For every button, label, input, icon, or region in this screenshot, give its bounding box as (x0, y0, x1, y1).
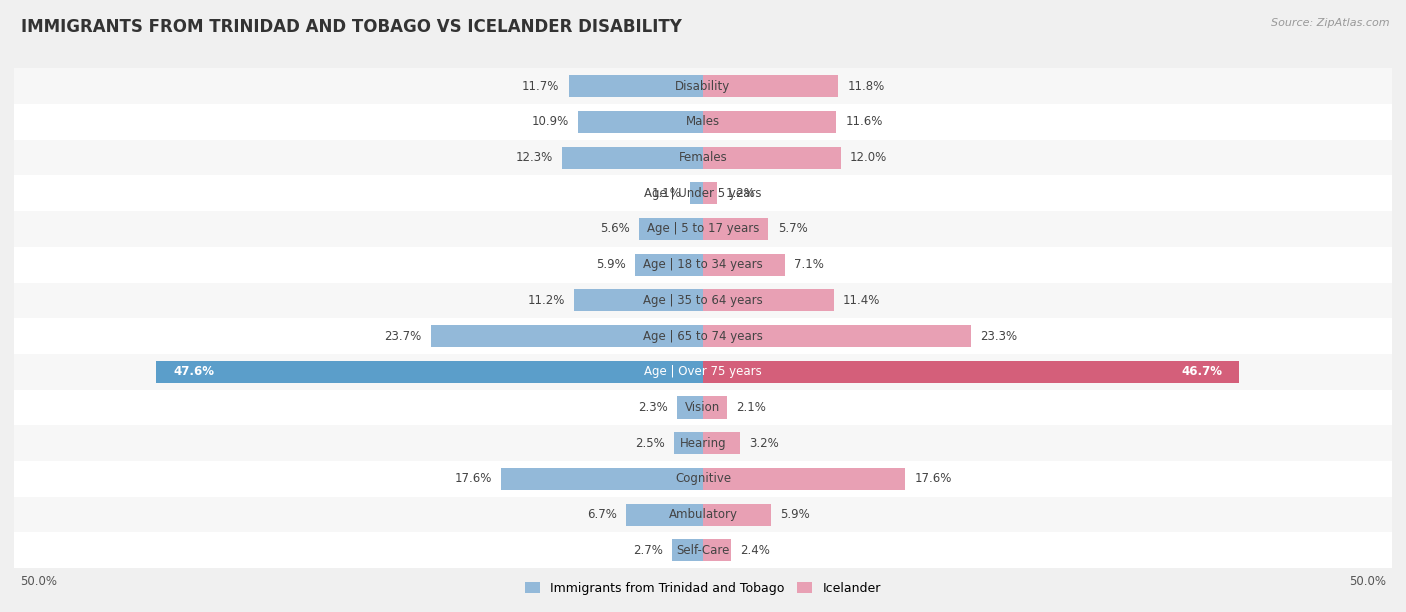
Text: 23.7%: 23.7% (384, 330, 422, 343)
Text: Hearing: Hearing (679, 437, 727, 450)
Text: 11.6%: 11.6% (845, 116, 883, 129)
Bar (578, 111, 703, 133)
Bar (703, 111, 837, 133)
Bar (672, 539, 703, 561)
FancyBboxPatch shape (14, 461, 1392, 497)
FancyBboxPatch shape (14, 283, 1392, 318)
Bar (575, 289, 703, 312)
Text: 1.1%: 1.1% (651, 187, 681, 200)
Bar (430, 325, 703, 347)
FancyBboxPatch shape (14, 176, 1392, 211)
Bar (703, 75, 838, 97)
Text: 5.7%: 5.7% (778, 223, 807, 236)
Bar (676, 397, 703, 419)
Bar (703, 504, 770, 526)
Text: 11.7%: 11.7% (522, 80, 560, 92)
Text: 17.6%: 17.6% (914, 472, 952, 485)
FancyBboxPatch shape (14, 69, 1392, 104)
Text: 17.6%: 17.6% (454, 472, 492, 485)
Bar (638, 218, 703, 240)
Text: 12.3%: 12.3% (516, 151, 553, 164)
Bar (562, 146, 703, 169)
Text: 2.7%: 2.7% (633, 544, 662, 557)
Text: 46.7%: 46.7% (1181, 365, 1222, 378)
Bar (703, 539, 731, 561)
Text: IMMIGRANTS FROM TRINIDAD AND TOBAGO VS ICELANDER DISABILITY: IMMIGRANTS FROM TRINIDAD AND TOBAGO VS I… (21, 18, 682, 36)
FancyBboxPatch shape (14, 425, 1392, 461)
Text: 5.6%: 5.6% (600, 223, 630, 236)
Text: 23.3%: 23.3% (980, 330, 1017, 343)
FancyBboxPatch shape (14, 390, 1392, 425)
Text: 11.2%: 11.2% (527, 294, 565, 307)
Text: 12.0%: 12.0% (851, 151, 887, 164)
Bar (156, 360, 703, 383)
Text: 6.7%: 6.7% (588, 508, 617, 521)
Text: Vision: Vision (685, 401, 721, 414)
Text: Source: ZipAtlas.com: Source: ZipAtlas.com (1271, 18, 1389, 28)
Text: 5.9%: 5.9% (596, 258, 626, 271)
Text: Self-Care: Self-Care (676, 544, 730, 557)
Text: 1.2%: 1.2% (725, 187, 756, 200)
Text: Age | Over 75 years: Age | Over 75 years (644, 365, 762, 378)
Text: Disability: Disability (675, 80, 731, 92)
Text: 11.8%: 11.8% (848, 80, 884, 92)
Text: 47.6%: 47.6% (174, 365, 215, 378)
Text: Age | 5 to 17 years: Age | 5 to 17 years (647, 223, 759, 236)
Bar (703, 325, 970, 347)
FancyBboxPatch shape (14, 104, 1392, 140)
Bar (568, 75, 703, 97)
Text: 7.1%: 7.1% (794, 258, 824, 271)
FancyBboxPatch shape (14, 497, 1392, 532)
Bar (675, 432, 703, 454)
FancyBboxPatch shape (14, 211, 1392, 247)
Text: Males: Males (686, 116, 720, 129)
Bar (636, 253, 703, 276)
Bar (703, 397, 727, 419)
Text: 2.3%: 2.3% (638, 401, 668, 414)
Text: 5.9%: 5.9% (780, 508, 810, 521)
Text: 50.0%: 50.0% (20, 575, 56, 588)
Text: 2.4%: 2.4% (740, 544, 769, 557)
Bar (501, 468, 703, 490)
Bar (703, 146, 841, 169)
Text: 50.0%: 50.0% (1350, 575, 1386, 588)
Bar (703, 289, 834, 312)
Bar (703, 360, 1239, 383)
FancyBboxPatch shape (14, 318, 1392, 354)
Bar (703, 182, 717, 204)
Text: Cognitive: Cognitive (675, 472, 731, 485)
FancyBboxPatch shape (14, 140, 1392, 176)
Text: Age | 18 to 34 years: Age | 18 to 34 years (643, 258, 763, 271)
Bar (703, 468, 905, 490)
Bar (703, 253, 785, 276)
Text: 2.1%: 2.1% (737, 401, 766, 414)
FancyBboxPatch shape (14, 354, 1392, 390)
Text: 2.5%: 2.5% (636, 437, 665, 450)
FancyBboxPatch shape (14, 532, 1392, 568)
Bar (690, 182, 703, 204)
Text: Age | Under 5 years: Age | Under 5 years (644, 187, 762, 200)
Bar (703, 432, 740, 454)
Text: Age | 65 to 74 years: Age | 65 to 74 years (643, 330, 763, 343)
FancyBboxPatch shape (14, 247, 1392, 283)
Legend: Immigrants from Trinidad and Tobago, Icelander: Immigrants from Trinidad and Tobago, Ice… (520, 577, 886, 600)
Text: 11.4%: 11.4% (844, 294, 880, 307)
Bar (703, 218, 769, 240)
Text: Age | 35 to 64 years: Age | 35 to 64 years (643, 294, 763, 307)
Text: Ambulatory: Ambulatory (668, 508, 738, 521)
Text: Females: Females (679, 151, 727, 164)
Bar (626, 504, 703, 526)
Text: 10.9%: 10.9% (531, 116, 568, 129)
Text: 3.2%: 3.2% (749, 437, 779, 450)
